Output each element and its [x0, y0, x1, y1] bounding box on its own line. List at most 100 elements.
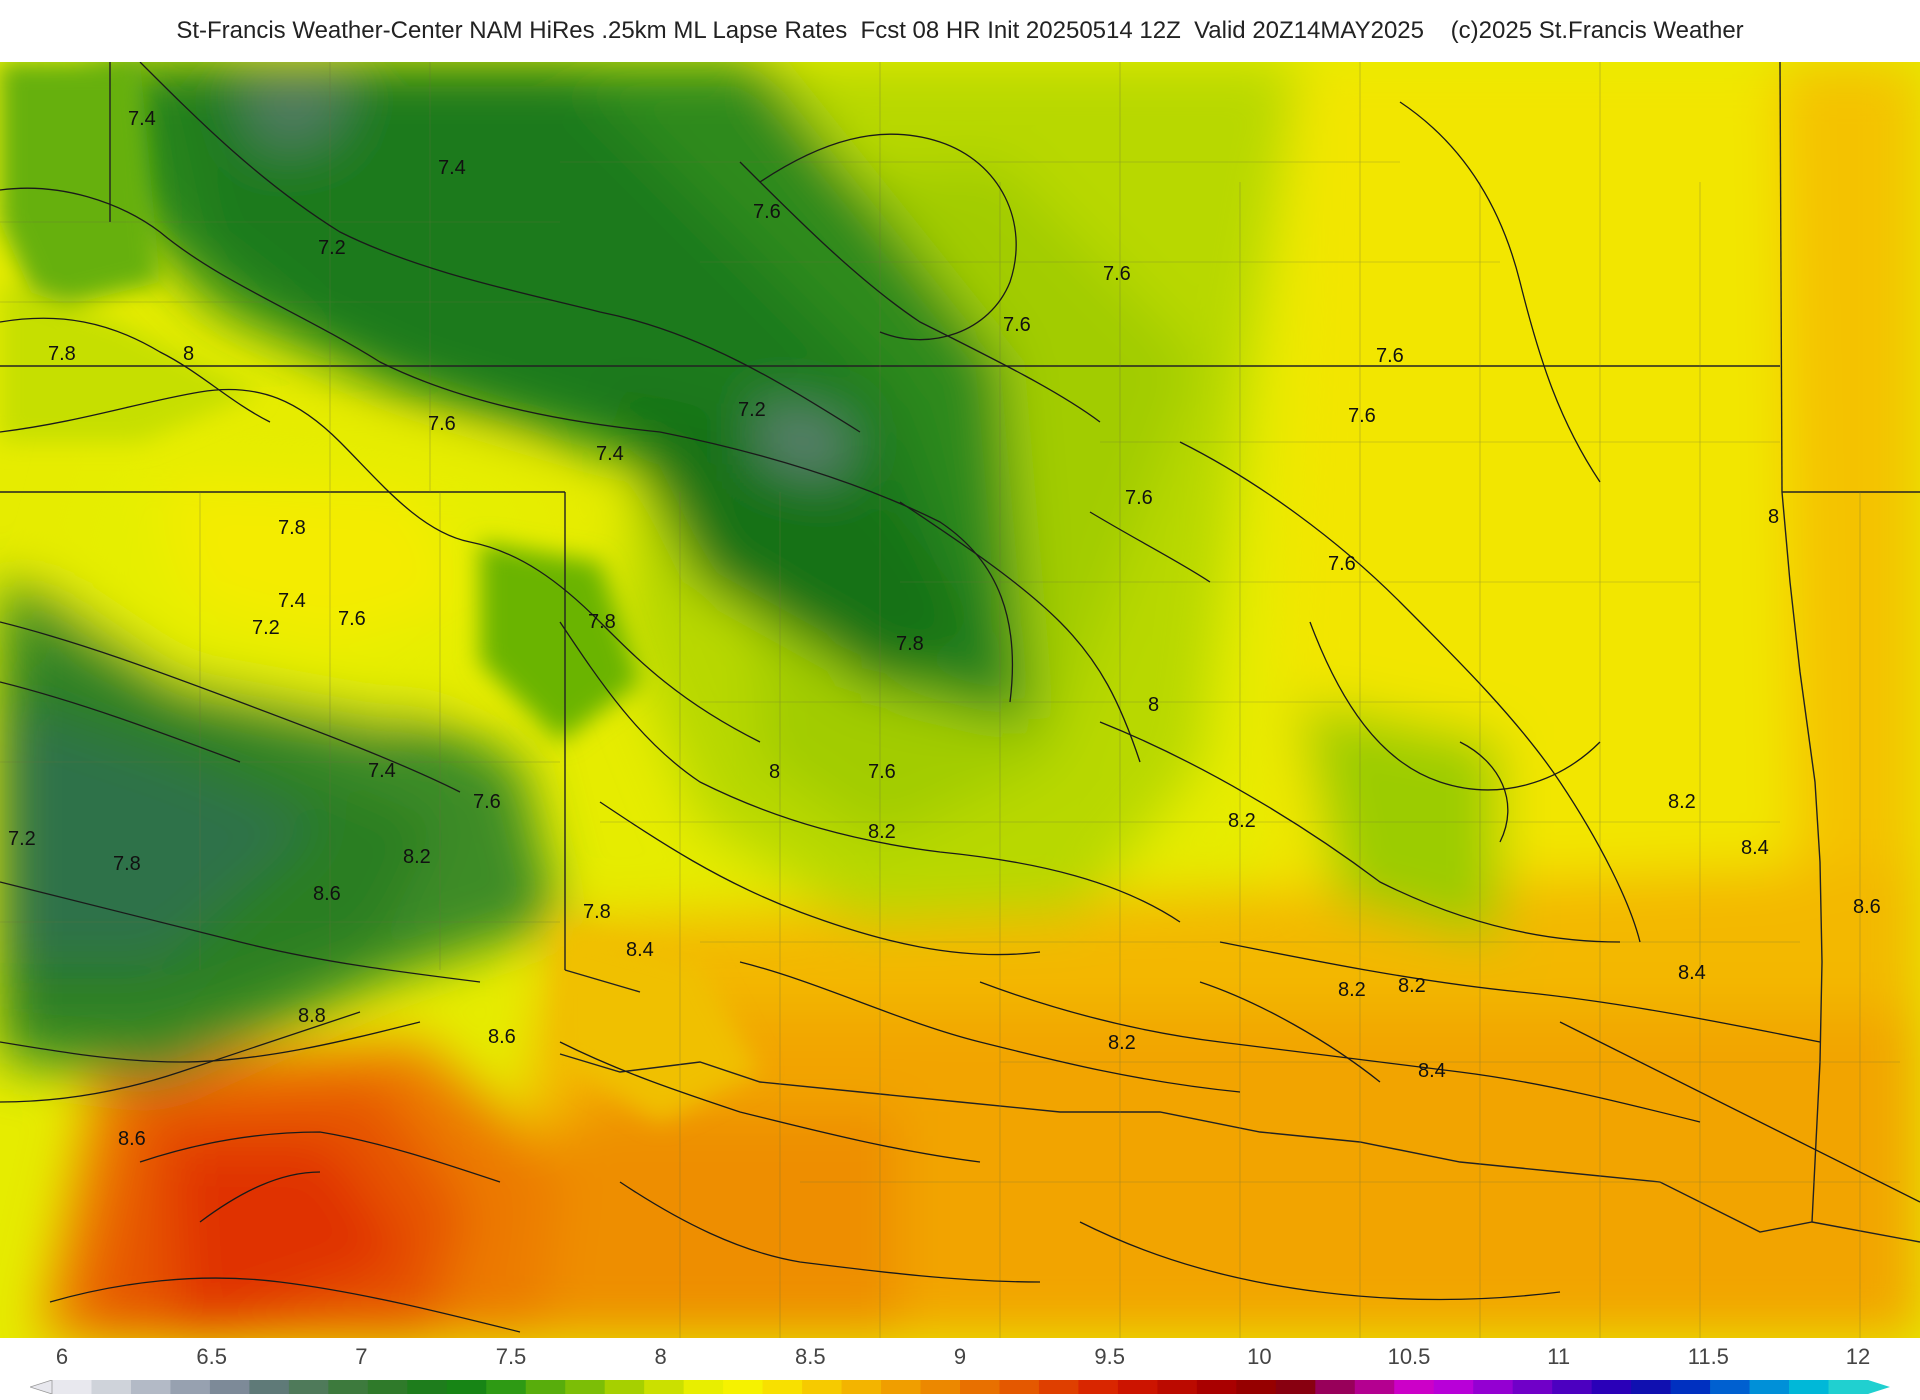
contour-label: 7.4 [278, 590, 306, 612]
colorbar-tick: 12 [1845, 1344, 1871, 1369]
colorbar-swatch [1552, 1380, 1593, 1394]
contour-label: 7.6 [338, 608, 366, 630]
contour-label: 8.2 [1398, 975, 1426, 997]
colorbar-swatch [841, 1380, 882, 1394]
colorbar-swatch [288, 1380, 329, 1394]
contour-label: 8.8 [298, 1005, 326, 1027]
contour-label: 7.8 [583, 901, 611, 923]
contour-label: 7.2 [252, 617, 280, 639]
contour-label: 7.6 [1125, 487, 1153, 509]
colorbar-swatch [1631, 1380, 1672, 1394]
colorbar-tick: 8.5 [795, 1344, 826, 1369]
colorbar-swatch [1512, 1380, 1553, 1394]
contour-label: 7.6 [1003, 314, 1031, 336]
colorbar-swatch [209, 1380, 250, 1394]
contour-label: 7.4 [128, 108, 156, 130]
colorbar-swatch [1236, 1380, 1277, 1394]
colorbar-tick: 6 [55, 1344, 69, 1369]
lapse-rate-map: 7.4 7.4 7.2 7.6 7.6 7.6 7.6 7.8 8 7.6 7.2 7.4 7.8 7.6… [0, 62, 1920, 1338]
colorbar-tick-labels: 6 6.5 7 7.5 8 8.5 9 9.5 10 10.5 11 11.5 12 [0, 1338, 1920, 1378]
contour-label: 8.6 [313, 883, 341, 905]
colorbar-swatch [762, 1380, 803, 1394]
colorbar-tick: 7 [355, 1344, 368, 1369]
contour-label: 8.4 [1418, 1060, 1446, 1082]
map-title: St-Francis Weather-Center NAM HiRes .25k… [176, 17, 1744, 44]
contour-label: 8.4 [1678, 962, 1706, 984]
colorbar-swatch [407, 1380, 448, 1394]
colorbar-swatch [170, 1380, 211, 1394]
contour-label: 7.2 [318, 237, 346, 259]
contour-label: 8.6 [488, 1026, 516, 1048]
colorbar-swatch [1433, 1380, 1474, 1394]
shaded-field [0, 62, 1920, 1338]
colorbar-tick: 9.5 [1094, 1344, 1125, 1369]
colorbar-tick: 6.5 [196, 1344, 227, 1369]
contour-label: 7.8 [588, 611, 616, 633]
colorbar-swatch [1473, 1380, 1514, 1394]
colorbar-swatch [367, 1380, 408, 1394]
contour-label: 8 [1768, 506, 1779, 528]
colorbar-swatch [802, 1380, 843, 1394]
colorbar-swatch [1275, 1380, 1316, 1394]
contour-label: 7.6 [868, 761, 896, 783]
contour-label: 8.6 [1853, 896, 1881, 918]
colorbar-swatch [1828, 1380, 1869, 1394]
colorbar-swatch [1157, 1380, 1198, 1394]
colorbar-swatch [881, 1380, 922, 1394]
colorbar-swatch [130, 1380, 171, 1394]
contour-label: 8.2 [1668, 791, 1696, 813]
contour-label: 8 [769, 761, 780, 783]
colorbar-swatch [249, 1380, 290, 1394]
contour-label: 7.8 [278, 517, 306, 539]
contour-label: 7.6 [428, 413, 456, 435]
colorbar-swatch [446, 1380, 487, 1394]
colorbar-swatch [1591, 1380, 1632, 1394]
contour-label: 8.2 [868, 821, 896, 843]
contour-label: 7.6 [753, 201, 781, 223]
colorbar-swatch [328, 1380, 369, 1394]
colorbar-swatch [683, 1380, 724, 1394]
contour-label: 7.4 [438, 157, 466, 179]
contour-label: 8 [183, 343, 194, 365]
contour-label: 8.4 [626, 939, 654, 961]
contour-label: 7.2 [738, 399, 766, 421]
colorbar-swatch [525, 1380, 566, 1394]
contour-label: 8 [1148, 694, 1159, 716]
colorbar-swatch [52, 1380, 92, 1394]
contour-label: 7.6 [473, 791, 501, 813]
colorbar-swatch [999, 1380, 1040, 1394]
colorbar-swatch [1196, 1380, 1237, 1394]
contour-label: 7.4 [596, 443, 624, 465]
colorbar-under-arrow [30, 1380, 53, 1394]
colorbar-swatch [1789, 1380, 1830, 1394]
contour-label: 7.8 [113, 853, 141, 875]
colorbar-swatch [723, 1380, 764, 1394]
contour-lines [0, 62, 1920, 1333]
colorbar-swatch [565, 1380, 606, 1394]
contour-label: 7.2 [8, 828, 36, 850]
colorbar-tick: 7.5 [495, 1344, 527, 1369]
contour-label: 8.4 [1741, 837, 1769, 859]
colorbar-swatch [644, 1380, 685, 1394]
colorbar-swatch [1710, 1380, 1751, 1394]
colorbar-swatch [1394, 1380, 1435, 1394]
contour-label: 7.8 [48, 343, 76, 365]
colorbar-tick: 11.5 [1687, 1344, 1729, 1369]
colorbar-tick: 11 [1547, 1344, 1571, 1369]
contour-label: 7.6 [1328, 553, 1356, 575]
colorbar-swatch [1315, 1380, 1356, 1394]
contour-label: 7.6 [1376, 345, 1404, 367]
colorbar-tick: 10 [1247, 1344, 1272, 1369]
contour-label: 7.4 [368, 760, 396, 782]
contour-labels: 7.4 7.4 7.2 7.6 7.6 7.6 7.6 7.8 8 7.6 7.2 7.4 7.8 7.6… [8, 108, 1881, 1150]
county-lines [0, 62, 1900, 1338]
contour-label: 8.2 [1338, 979, 1366, 1001]
colorbar-swatch [920, 1380, 961, 1394]
boundaries [0, 62, 1920, 1243]
colorbar-tick: 10.5 [1387, 1344, 1431, 1369]
colorbar-swatch [1038, 1380, 1079, 1394]
colorbar-swatch [604, 1380, 645, 1394]
contour-label: 7.8 [896, 633, 924, 655]
colorbar-swatch [960, 1380, 1000, 1394]
contour-label: 8.2 [403, 846, 431, 868]
